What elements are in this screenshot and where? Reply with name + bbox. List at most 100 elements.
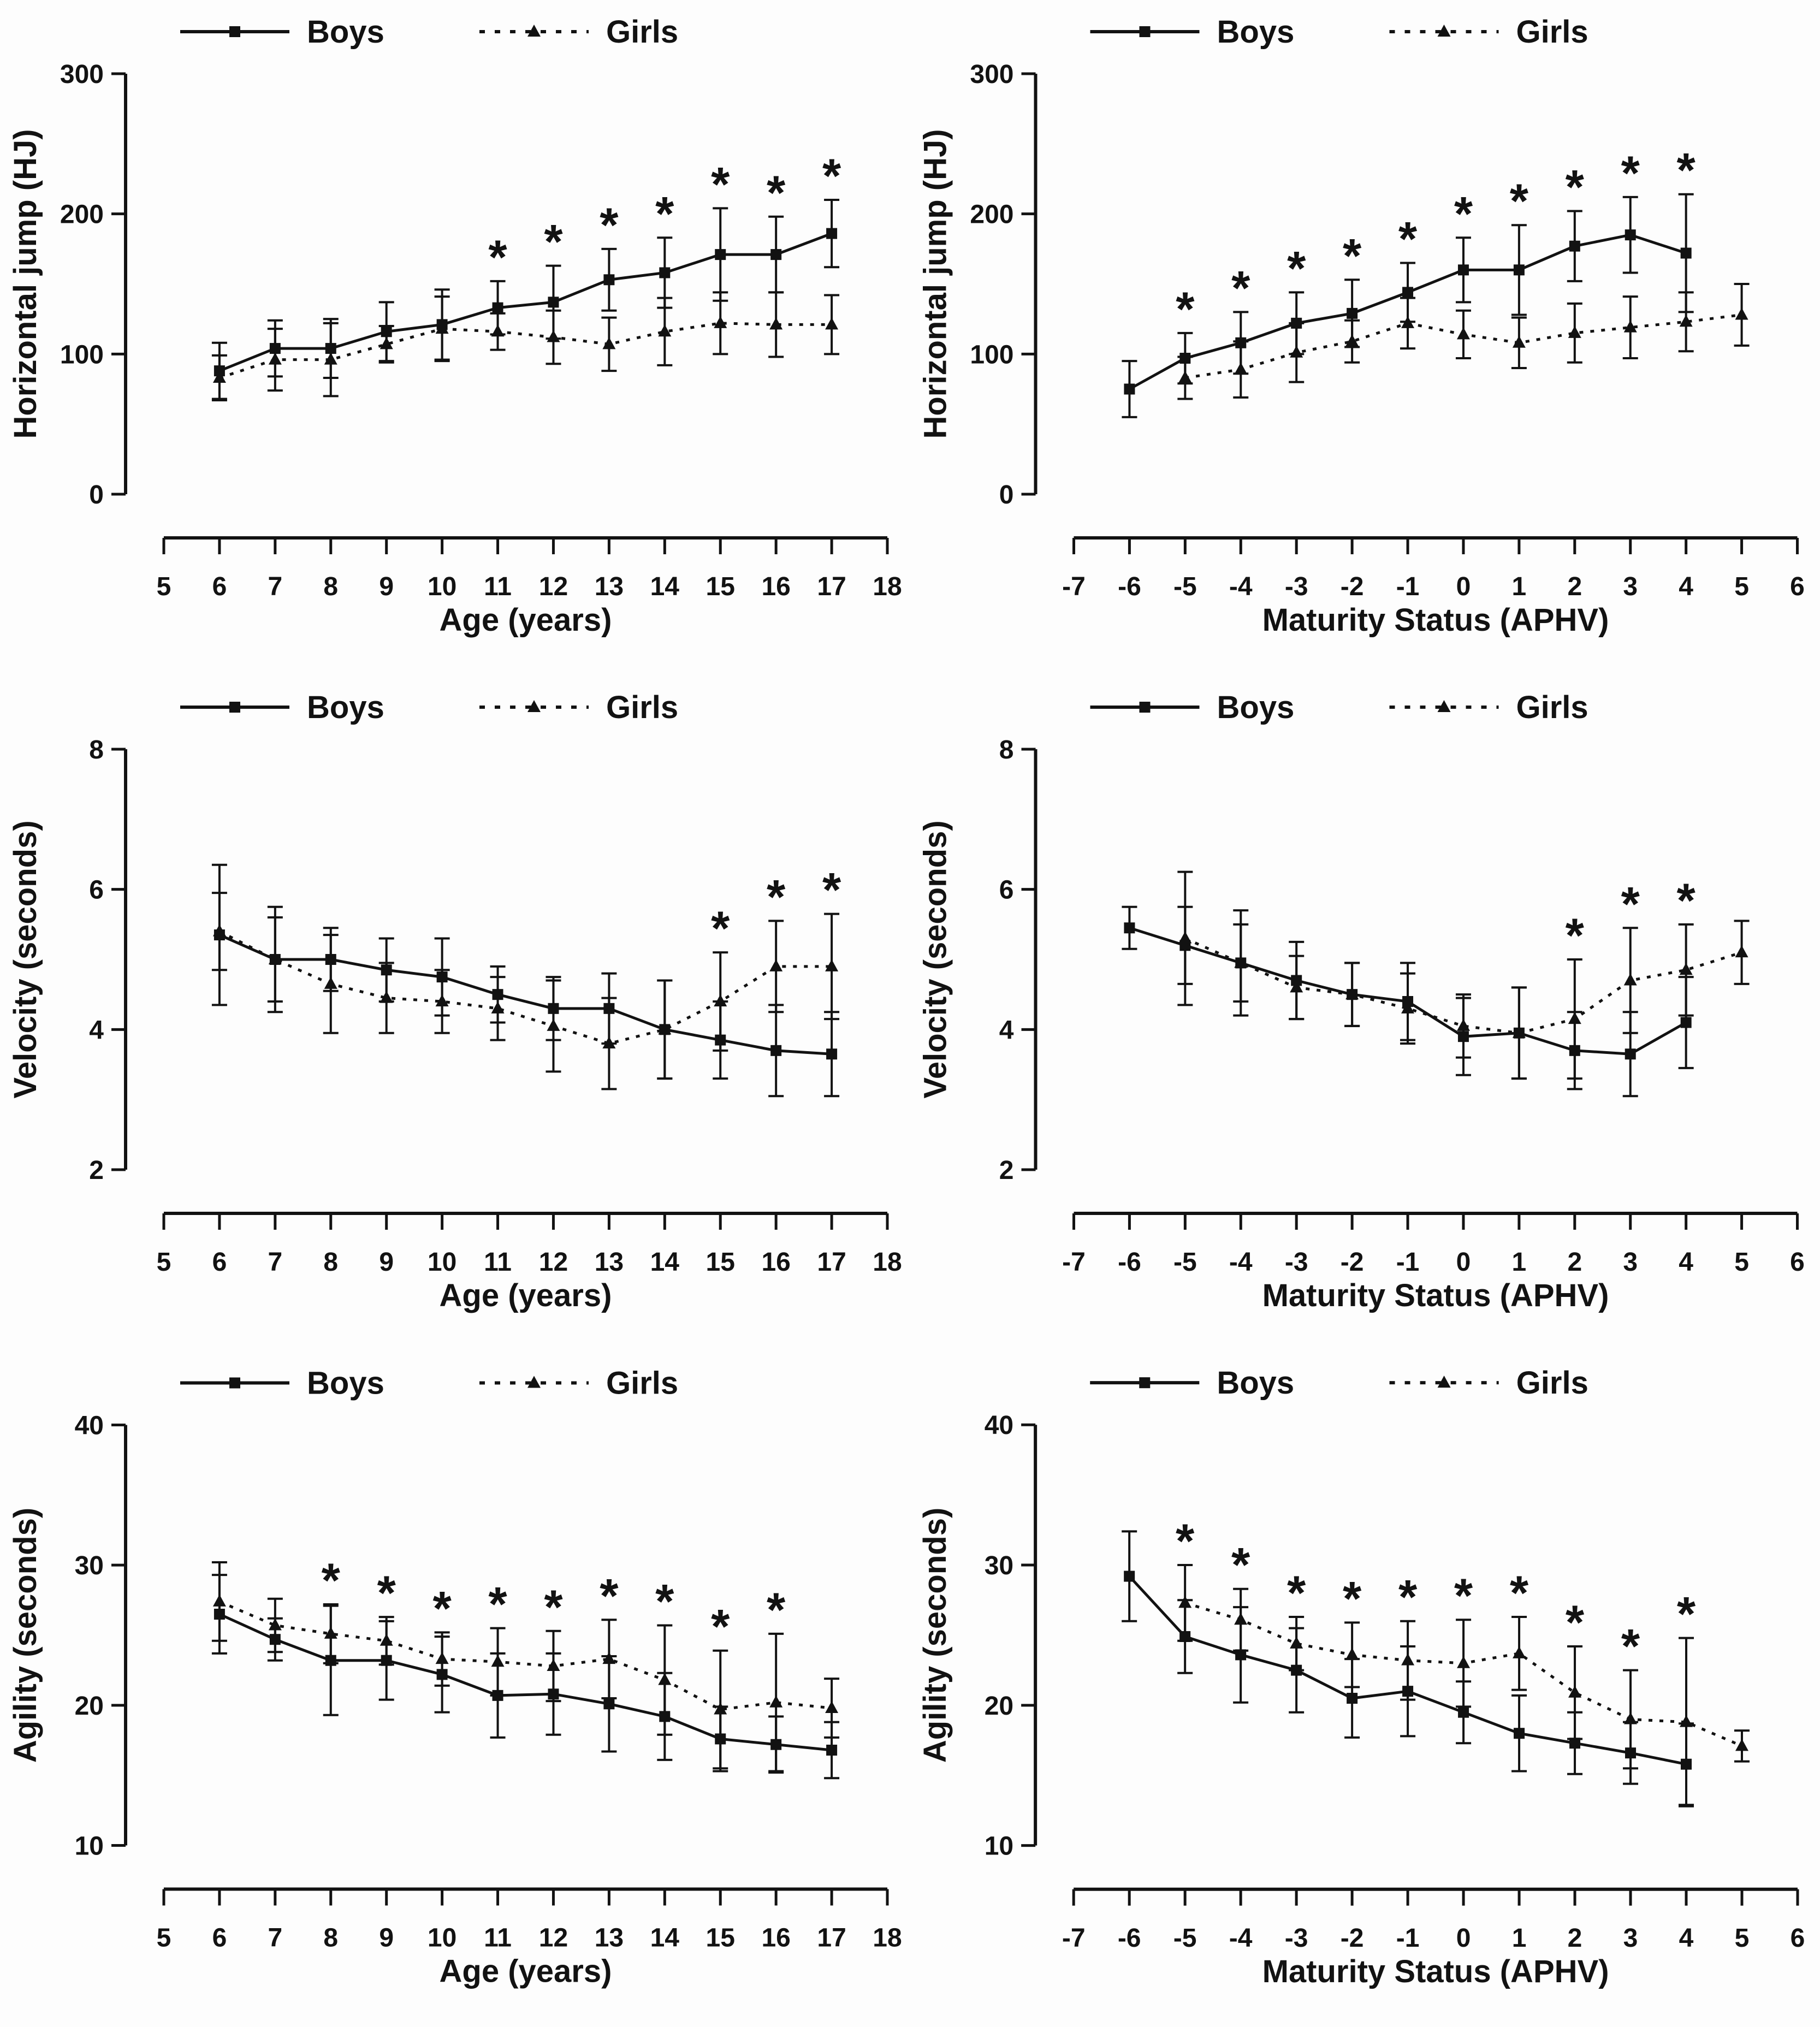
significance-asterisk: *	[544, 1580, 563, 1634]
x-tick-label: 12	[539, 572, 568, 601]
x-tick-label: 18	[873, 1248, 902, 1277]
y-tick-label: 10	[75, 1832, 104, 1861]
x-tick-label: 17	[817, 1248, 846, 1277]
legend-item-boys: Boys	[180, 14, 384, 50]
girls-triangle-marker	[1735, 307, 1748, 320]
boys-square-marker	[715, 249, 726, 260]
legend-item-boys: Boys	[1090, 690, 1294, 725]
x-tick-label: 15	[706, 1924, 735, 1953]
boys-square-marker	[1680, 247, 1692, 259]
boys-square-marker	[826, 1744, 838, 1756]
boys-square-marker	[548, 297, 559, 308]
legend-item-boys: Boys	[180, 1366, 384, 1401]
girls-triangle-marker	[1234, 956, 1248, 968]
x-tick-label: 16	[761, 1248, 790, 1277]
x-tick-label: -4	[1229, 1924, 1253, 1953]
significance-asterisk: *	[1398, 1570, 1418, 1624]
x-tick-label: 14	[650, 572, 680, 601]
boys-square-marker	[1402, 287, 1414, 298]
x-tick-label: -1	[1396, 1924, 1420, 1953]
girls-triangle-marker	[1345, 987, 1359, 1000]
x-tick-label: 1	[1512, 572, 1527, 601]
significance-asterisk: *	[1454, 186, 1473, 240]
y-tick-label: 100	[60, 340, 104, 369]
x-tick-label: 7	[268, 572, 282, 601]
girls-triangle-marker	[602, 1652, 616, 1664]
legend-label-boys: Boys	[307, 14, 384, 50]
series-boys	[211, 1574, 840, 1780]
boys-square-marker	[1513, 264, 1525, 276]
x-tick-label: -6	[1118, 1924, 1141, 1953]
significance-asterisk: *	[544, 215, 563, 269]
x-tick-label: 3	[1623, 1924, 1638, 1953]
girls-triangle-marker	[212, 370, 226, 383]
girls-triangle-marker	[1568, 1685, 1582, 1698]
chart-panel-velocity-age: Boys Girls 2 4 6 8 Velocity (seconds) 5 6 7 8 9 10 11…	[0, 675, 910, 1351]
y-tick-label: 100	[970, 340, 1013, 369]
x-tick-label: -1	[1396, 1248, 1420, 1277]
girls-triangle-marker	[825, 959, 839, 971]
x-tick-label: 7	[268, 1924, 282, 1953]
significance-asterisk: *	[711, 157, 730, 211]
x-tick-label: 17	[817, 1924, 846, 1953]
x-axis-title: Age (years)	[440, 602, 612, 638]
legend-triangle-marker-icon	[1437, 700, 1451, 712]
significance-asterisks: * * *	[1566, 873, 1696, 962]
series-girls	[211, 291, 840, 402]
x-tick-label: -5	[1173, 1248, 1197, 1277]
significance-asterisk: *	[655, 186, 674, 240]
girls-triangle-marker	[1513, 1646, 1526, 1658]
x-tick-label: 9	[379, 1924, 394, 1953]
x-tick-label: 5	[157, 1248, 171, 1277]
chart-panel-hj-aphv: Boys Girls 0 100 200 300 Horizontal jump (HJ) -…	[910, 0, 1820, 675]
y-axis-title: Horizontal jump (HJ)	[8, 129, 43, 438]
boys-square-marker	[1347, 1693, 1358, 1704]
significance-asterisk: *	[1287, 1566, 1306, 1620]
girls-triangle-marker	[1234, 1613, 1248, 1625]
x-axis: -7 -6 -5 -4 -3 -2 -1 0 1 2 3 4 5 6	[1062, 1887, 1805, 1953]
y-axis: 0 100 200 300	[970, 60, 1038, 509]
y-tick-label: 40	[75, 1412, 104, 1441]
x-tick-label: -6	[1118, 572, 1141, 601]
girls-triangle-marker	[1401, 316, 1415, 328]
girls-triangle-marker	[825, 317, 839, 330]
legend-label-girls: Girls	[606, 1366, 678, 1401]
y-tick-label: 10	[985, 1832, 1013, 1861]
girls-triangle-marker	[1456, 1018, 1470, 1031]
chart-agility-age: Boys Girls 10 20 30 40 Agility (seconds) 5 6 7 8 9 1…	[8, 1366, 902, 1989]
x-tick-label: -2	[1341, 1924, 1364, 1953]
girls-triangle-marker	[1735, 1739, 1748, 1751]
y-tick-label: 20	[75, 1692, 104, 1721]
significance-asterisk: *	[1343, 228, 1362, 282]
x-tick-label: 0	[1456, 1924, 1471, 1953]
significance-asterisk: *	[767, 1583, 786, 1637]
girls-triangle-marker	[769, 959, 783, 971]
girls-triangle-marker	[1568, 325, 1581, 338]
y-tick-label: 200	[970, 200, 1013, 229]
girls-triangle-marker	[268, 1618, 282, 1631]
significance-asterisk: *	[1677, 873, 1696, 927]
girls-triangle-marker	[1568, 1012, 1581, 1024]
boys-line	[218, 933, 832, 1056]
x-axis: -7 -6 -5 -4 -3 -2 -1 0 1 2 3 4 5 6	[1062, 1212, 1805, 1277]
boys-square-marker	[770, 249, 782, 260]
x-tick-label: 3	[1623, 572, 1638, 601]
girls-triangle-marker	[547, 1018, 560, 1031]
girls-triangle-marker	[380, 991, 393, 1003]
x-tick-label: 1	[1512, 1248, 1527, 1277]
x-axis-title: Maturity Status (APHV)	[1262, 602, 1609, 638]
significance-asterisk: *	[1176, 1514, 1195, 1568]
x-tick-label: 15	[706, 572, 735, 601]
boys-square-marker	[1124, 383, 1135, 395]
x-tick-label: -2	[1341, 572, 1364, 601]
legend-item-girls: Girls	[1389, 690, 1588, 725]
girls-triangle-marker	[1679, 315, 1693, 327]
significance-asterisk: *	[1176, 282, 1195, 336]
chart-hj-age: Boys Girls 0 100 200 300 Horizontal jump (HJ) 5…	[8, 14, 902, 638]
boys-square-marker	[1569, 1738, 1581, 1749]
legend-label-boys: Boys	[307, 690, 384, 725]
x-tick-label: -7	[1062, 1924, 1086, 1953]
y-tick-label: 4	[89, 1016, 104, 1045]
girls-triangle-marker	[658, 1022, 672, 1035]
series-boys	[211, 199, 840, 400]
